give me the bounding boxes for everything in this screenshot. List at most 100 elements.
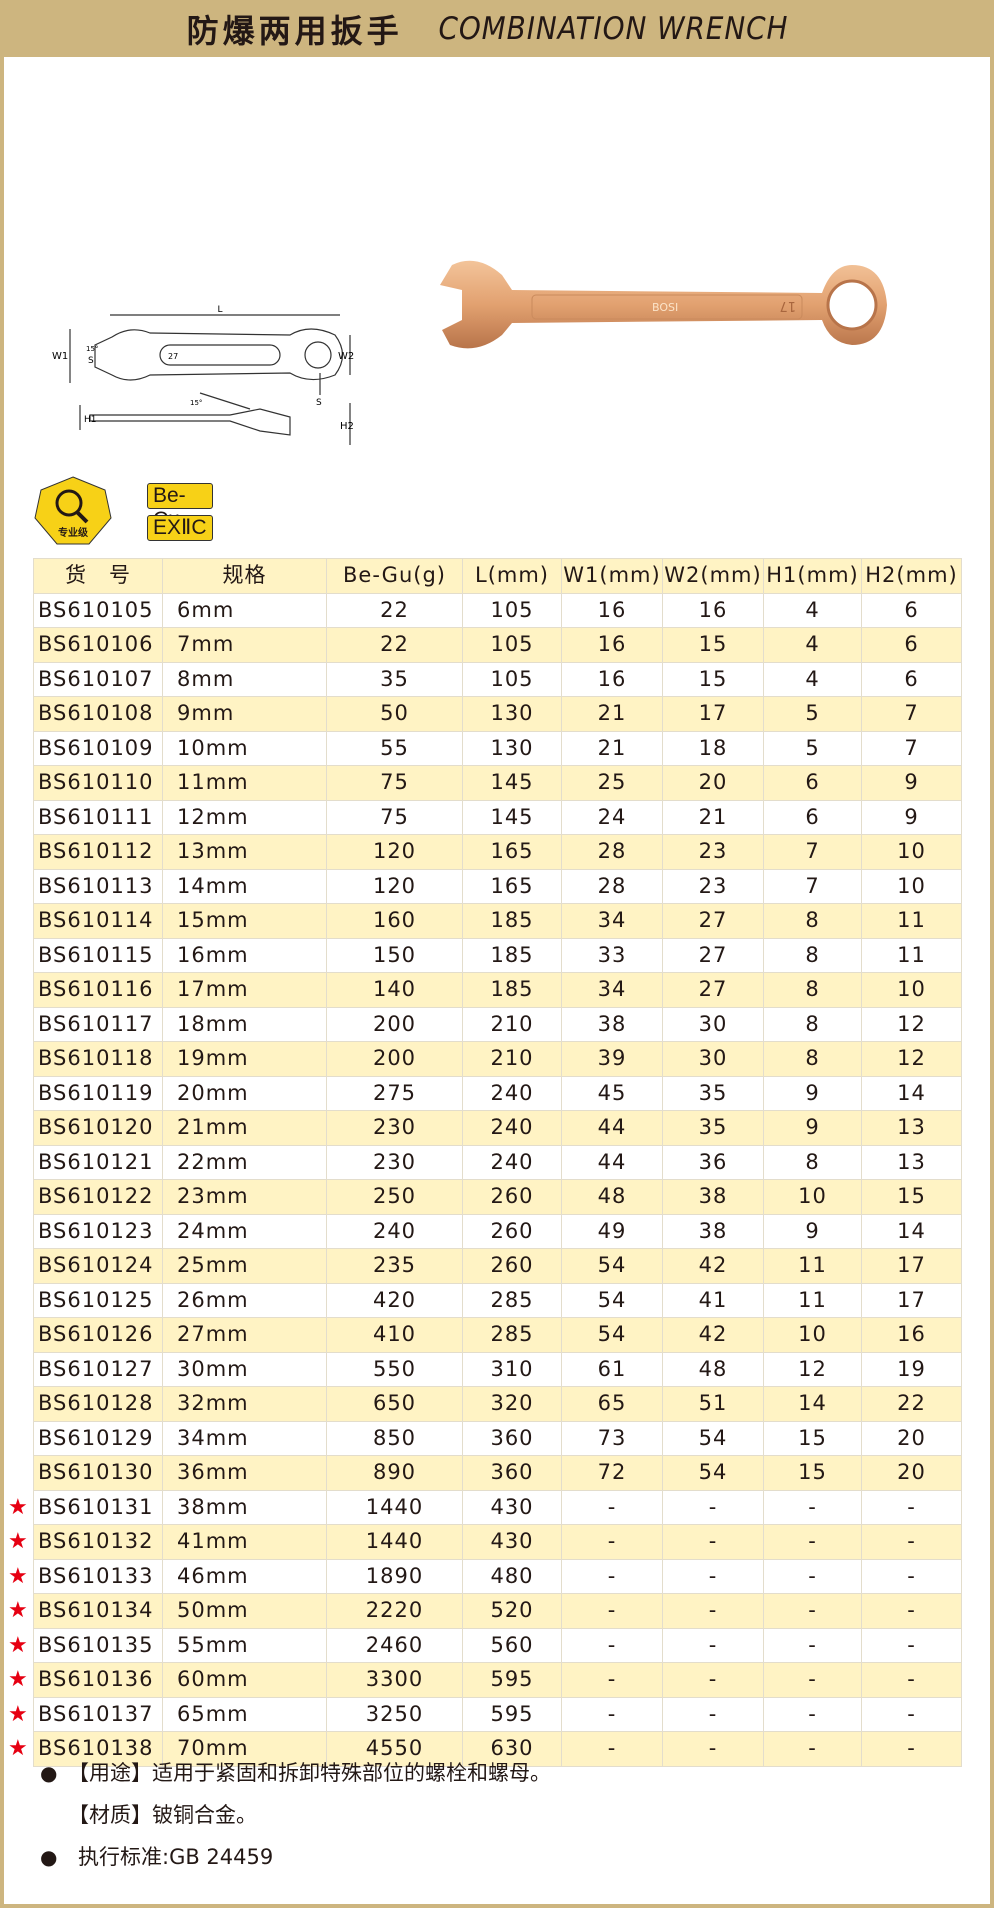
label-length: L [217,305,222,315]
cell-text: 9 [805,1218,820,1243]
cell-text: 260 [490,1253,534,1278]
cell-text: 105 [490,666,534,691]
cell-text: 54 [597,1322,627,1347]
h2-cell: - [861,1558,962,1594]
item-code-cell: BS610134 ★ [8,1593,163,1629]
cell-text: 34 [597,908,627,933]
w2-cell: 15 [662,661,764,697]
weight-cell: 240 [326,1213,463,1249]
length-cell: 145 [462,765,562,801]
star-icon: ★ [8,1494,29,1520]
w1-cell: 24 [561,799,663,835]
cell-text: - [808,1598,817,1623]
weight-cell: 420 [326,1282,463,1318]
cell-text: 6mm [177,597,235,622]
h2-cell: 9 [861,799,962,835]
cell-text: 6 [904,597,919,622]
w2-cell: 20 [662,765,764,801]
length-cell: 130 [462,696,562,732]
cell-text: - [607,1598,617,1623]
cell-text: 34 [597,977,627,1002]
w1-cell: 34 [561,972,663,1008]
page-header: 防爆两用扳手 COMBINATION WRENCH [0,0,994,57]
cell-text: 145 [490,804,534,829]
cell-text: 240 [490,1080,534,1105]
h1-cell: 6 [763,799,862,835]
h1-cell: 9 [763,1213,862,1249]
cell-text: 42 [698,1253,728,1278]
length-cell: 310 [462,1351,562,1387]
item-code-cell: BS610115 [33,937,163,973]
note-text: 【用途】适用于紧固和拆卸特殊部位的螺栓和螺母。 [68,1761,551,1785]
h2-cell: 16 [861,1317,962,1353]
item-code-cell: BS610108 [33,696,163,732]
cell-text: 13mm [177,839,249,864]
w1-cell: - [561,1593,663,1629]
cell-text: 23 [698,839,728,864]
cell-text: 310 [490,1356,534,1381]
cell-text: BS610117 [38,1011,154,1036]
table-row: BS610125 26mm 420 285 54 41 11 17 [33,1282,962,1318]
h2-cell: - [861,1731,962,1767]
cell-text: 14 [897,1218,926,1243]
cell-text: - [808,1563,817,1588]
table-row: BS610138 ★ 70mm 4550 630 - - - - [8,1731,962,1767]
w1-cell: 61 [561,1351,663,1387]
cell-text: BS610129 [38,1425,154,1450]
cell-text: 200 [372,1046,417,1071]
spec-cell: 15mm [162,903,327,939]
cell-text: - [607,1736,617,1761]
spec-cell: 65mm [162,1696,327,1732]
spec-cell: 34mm [162,1420,327,1456]
cell-text: 2220 [365,1598,424,1623]
cell-text: 36mm [177,1460,249,1485]
h1-cell: 10 [763,1179,862,1215]
weight-cell: 22 [326,627,463,663]
cell-text: 20mm [177,1080,249,1105]
cell-text: 8 [805,908,820,933]
column-header: W1(mm) [561,558,663,594]
cell-text: 4 [805,632,820,657]
cell-text: 23 [698,873,728,898]
cell-text: 130 [490,701,534,726]
item-code-cell: BS610107 [33,661,163,697]
cell-text: 185 [490,942,534,967]
w1-cell: 33 [561,937,663,973]
cell-text: 41 [698,1287,728,1312]
cell-text: 61 [597,1356,627,1381]
cell-text: - [808,1632,817,1657]
table-row: BS610134 ★ 50mm 2220 520 - - - - [8,1593,962,1629]
cell-text: 14 [798,1391,827,1416]
h2-cell: 15 [861,1179,962,1215]
cell-text: 30 [698,1011,728,1036]
length-cell: 240 [462,1144,562,1180]
h2-cell: 7 [861,696,962,732]
h2-cell: 11 [861,903,962,939]
length-cell: 430 [462,1524,562,1560]
weight-cell: 850 [326,1420,463,1456]
cell-text: 4 [805,597,820,622]
h2-cell: 6 [861,627,962,663]
cell-text: - [808,1529,817,1554]
weight-cell: 75 [326,799,463,835]
w1-cell: 73 [561,1420,663,1456]
item-code-cell: BS610138 ★ [8,1731,163,1767]
cell-text: BS610132 [38,1529,154,1554]
cell-text: 26mm [177,1287,249,1312]
weight-cell: 55 [326,730,463,766]
note-item: 【材质】铍铜合金。 [40,1794,551,1836]
column-header: Be-Gu(g) [326,558,463,594]
label-size-mark: 27 [168,352,178,361]
spec-cell: 25mm [162,1248,327,1284]
h1-cell: 9 [763,1075,862,1111]
cell-text: 275 [372,1080,417,1105]
table-row: BS610122 23mm 250 260 48 38 10 15 [33,1179,962,1215]
cell-text: 13 [897,1149,926,1174]
note-item: ● 执行标准:GB 24459 [40,1836,551,1878]
cell-text: 1440 [365,1494,424,1519]
label-w2: W2 [338,351,354,362]
cell-text: 30mm [177,1356,249,1381]
w2-cell: - [662,1731,764,1767]
weight-cell: 120 [326,868,463,904]
cell-text: 320 [490,1391,534,1416]
